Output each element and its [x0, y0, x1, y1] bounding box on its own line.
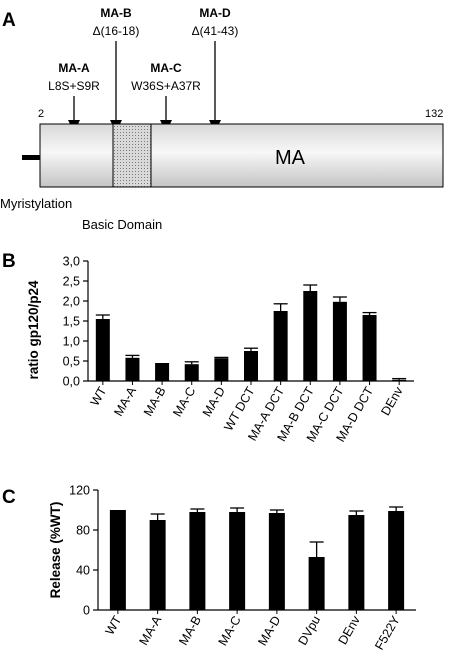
bar — [155, 363, 170, 381]
bar — [348, 515, 365, 610]
basic-domain-label: Basic Domain — [82, 217, 162, 232]
mutant-c-name: MA-C — [150, 61, 182, 75]
x-tick-label: DEnv — [378, 384, 406, 418]
x-tick-label: F522Y — [372, 613, 403, 652]
mutant-b-desc: Δ(16-18) — [93, 24, 140, 38]
y-tick-label: 40 — [76, 564, 90, 578]
basic-domain-region — [112, 123, 152, 188]
x-tick-label: DEnv — [336, 613, 364, 647]
x-tick-label: MA-B — [176, 614, 204, 648]
bar — [332, 301, 347, 381]
bar — [388, 511, 405, 610]
panel-a: A MA-A L8S+S9R MA-B Δ(16-18) MA-C W36S+A… — [0, 6, 444, 232]
chart-c: 0 40 80 120 WT MA-A MA-B MA-C MA-D DVpu DEnv F522Y — [69, 484, 416, 652]
x-tick-label: MA-D — [255, 614, 283, 649]
bar — [303, 291, 318, 381]
y-tick-label: 1,5 — [63, 315, 80, 329]
mutant-a-desc: L8S+S9R — [48, 79, 100, 93]
y-tick-label: 2,5 — [63, 275, 80, 289]
y-tick-label: 120 — [69, 484, 90, 498]
bar — [214, 358, 229, 381]
bar — [125, 357, 140, 381]
x-tick-label: MA-D — [200, 385, 228, 420]
residue-start: 2 — [38, 108, 44, 120]
y-tick-label: 0 — [83, 604, 90, 618]
y-tick-label: 2,0 — [63, 295, 80, 309]
y-tick-label: 0,5 — [63, 355, 80, 369]
y-tick-label: 0,0 — [63, 375, 80, 389]
mutant-d-name: MA-D — [199, 6, 231, 20]
bar — [95, 319, 110, 381]
myristylation-tail — [22, 155, 40, 160]
y-tick-label: 3,0 — [63, 255, 80, 269]
bar — [362, 315, 377, 381]
bar — [109, 510, 126, 610]
x-tick-label: DVpu — [295, 613, 323, 647]
bar — [229, 512, 246, 610]
bar — [273, 311, 288, 381]
panel-c: C Release (%WT) 0 40 80 120 WT MA-A MA-B MA-C MA… — [2, 484, 416, 652]
chart-b: 0,00,51,01,52,02,53,0WT MA-A MA-B MA-C MA-DW… — [63, 255, 414, 444]
x-tick-label: MA-C — [216, 614, 244, 649]
panel-a-letter: A — [2, 10, 16, 31]
bar — [392, 379, 407, 381]
bar — [268, 513, 285, 610]
bar — [149, 520, 166, 610]
mutant-c-desc: W36S+A37R — [131, 79, 201, 93]
panel-b-letter: B — [2, 251, 16, 272]
x-tick-label: WT — [103, 613, 125, 637]
mutant-b-name: MA-B — [100, 6, 132, 20]
x-tick-label: MA-A — [111, 384, 139, 419]
ma-domain-box — [39, 123, 444, 188]
x-tick-label: MA-C — [170, 385, 198, 420]
x-tick-label: MA-A — [136, 613, 164, 648]
panel-c-letter: C — [2, 487, 16, 508]
mutant-d-desc: Δ(41-43) — [192, 24, 239, 38]
chart-c-ylabel: Release (%WT) — [48, 502, 63, 599]
x-tick-label: WT — [88, 384, 110, 408]
residue-end: 132 — [425, 108, 443, 120]
bar — [189, 512, 206, 610]
x-tick-label: MA-B — [141, 385, 169, 419]
ma-domain-label: MA — [275, 147, 306, 169]
chart-b-ylabel: ratio gp120/p24 — [26, 280, 41, 380]
panel-b: B ratio gp120/p24 0,0 0,5 1,0 1,5 2,0 2,5 3,0 W… — [2, 251, 414, 444]
mutant-a-name: MA-A — [58, 61, 90, 75]
myristylation-label: Myristylation — [0, 196, 72, 211]
bar — [184, 364, 199, 381]
y-tick-label: 1,0 — [63, 335, 80, 349]
bar — [244, 351, 258, 381]
y-tick-label: 80 — [76, 524, 90, 538]
bar — [308, 557, 325, 610]
